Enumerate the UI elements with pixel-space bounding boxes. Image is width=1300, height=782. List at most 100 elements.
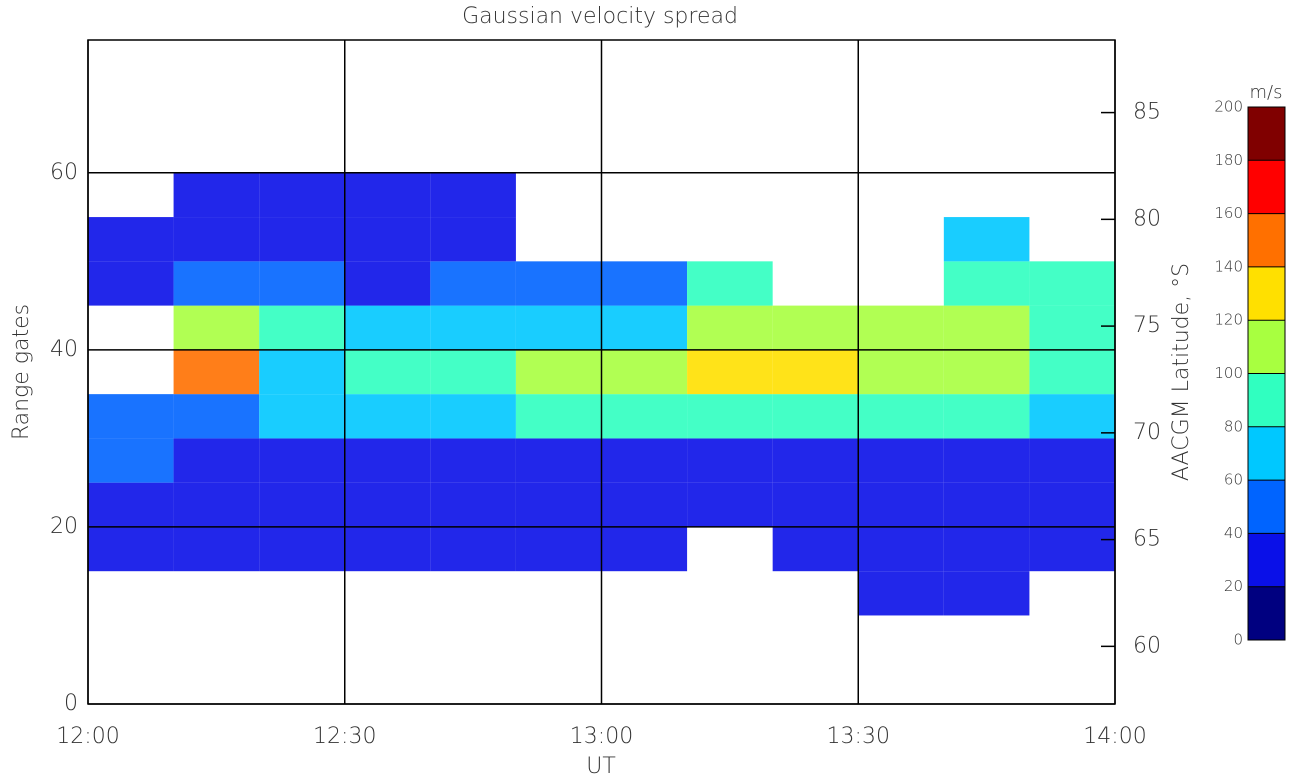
colorbar-tick-label: 80 bbox=[1224, 417, 1243, 435]
heatmap-cell bbox=[858, 394, 944, 439]
colorbar-tick-label: 0 bbox=[1233, 631, 1243, 649]
heatmap-cell bbox=[515, 482, 602, 527]
heatmap-cell bbox=[772, 305, 859, 350]
heatmap-cell bbox=[601, 349, 688, 395]
heatmap-cell bbox=[1029, 526, 1115, 572]
x-tick-label: 12:30 bbox=[313, 724, 376, 749]
heatmap-cell bbox=[858, 305, 944, 350]
heatmap-cell bbox=[1029, 482, 1115, 527]
heatmap-cell bbox=[1029, 261, 1115, 306]
heatmap-cell bbox=[88, 482, 174, 527]
chart-title: Gaussian velocity spread bbox=[462, 4, 738, 29]
heatmap-cell bbox=[344, 172, 431, 218]
heatmap-cell bbox=[601, 394, 688, 439]
colorbar-swatch bbox=[1248, 586, 1285, 640]
heatmap-cell bbox=[515, 438, 602, 483]
heatmap-cell bbox=[515, 349, 602, 395]
heatmap-cell bbox=[430, 172, 516, 218]
heatmap-cell bbox=[430, 394, 516, 439]
colorbar-tick-label: 180 bbox=[1214, 151, 1243, 169]
y-tick-label: 60 bbox=[50, 160, 78, 185]
heatmap-cell bbox=[687, 305, 773, 350]
heatmap-cell bbox=[943, 394, 1030, 439]
heatmap-cell bbox=[173, 482, 260, 527]
heatmap-cell bbox=[259, 261, 345, 306]
heatmap-cell bbox=[687, 349, 773, 395]
heatmap-cell bbox=[173, 217, 260, 262]
heatmap-cell bbox=[88, 438, 174, 483]
colorbar-tick-label: 160 bbox=[1214, 204, 1243, 222]
heatmap-cell bbox=[772, 349, 859, 395]
y2-tick-label: 70 bbox=[1133, 420, 1161, 445]
colorbar-swatch bbox=[1248, 266, 1285, 321]
colorbar-tick-label: 140 bbox=[1214, 257, 1243, 275]
heatmap-cell bbox=[601, 261, 688, 306]
heatmap-cell bbox=[173, 261, 260, 306]
heatmap-cell bbox=[601, 526, 688, 572]
heatmap-cell bbox=[173, 172, 260, 218]
colorbar-swatch bbox=[1248, 160, 1285, 214]
heatmap-cell bbox=[259, 349, 345, 395]
heatmap-cell bbox=[259, 305, 345, 350]
heatmap-cell bbox=[601, 482, 688, 527]
colorbar-swatch bbox=[1248, 213, 1285, 267]
y2-tick-label: 65 bbox=[1133, 527, 1161, 552]
heatmap-cell bbox=[858, 349, 944, 395]
heatmap-cell bbox=[515, 394, 602, 439]
heatmap-cell bbox=[772, 526, 859, 572]
y2-tick-label: 85 bbox=[1133, 100, 1161, 125]
colorbar-tick-label: 120 bbox=[1214, 311, 1243, 329]
heatmap-cell bbox=[943, 526, 1030, 572]
heatmap-cell bbox=[943, 349, 1030, 395]
heatmap-cell bbox=[943, 438, 1030, 483]
heatmap-cell bbox=[430, 305, 516, 350]
colorbar-swatch bbox=[1248, 480, 1285, 534]
colorbar-label: m/s bbox=[1250, 82, 1283, 103]
x-tick-label: 14:00 bbox=[1083, 724, 1146, 749]
colorbar-tick-label: 100 bbox=[1214, 364, 1243, 382]
heatmap-cell bbox=[858, 482, 944, 527]
heatmap-cell bbox=[88, 217, 174, 262]
heatmap-cell bbox=[687, 261, 773, 306]
heatmap-cell bbox=[344, 482, 431, 527]
heatmap-cell bbox=[344, 261, 431, 306]
colorbar-swatch bbox=[1248, 320, 1285, 374]
heatmap-cell bbox=[259, 438, 345, 483]
y-tick-label: 0 bbox=[64, 691, 78, 716]
heatmap-cell bbox=[687, 482, 773, 527]
heatmap-cell bbox=[88, 261, 174, 306]
heatmap-cell bbox=[1029, 394, 1115, 439]
heatmap-cell bbox=[1029, 438, 1115, 483]
heatmap-cell bbox=[601, 305, 688, 350]
heatmap-cell bbox=[772, 394, 859, 439]
y-tick-label: 40 bbox=[50, 337, 78, 362]
colorbar-swatch bbox=[1248, 373, 1285, 427]
heatmap-cell bbox=[344, 438, 431, 483]
x-tick-label: 13:30 bbox=[827, 724, 890, 749]
heatmap-cell bbox=[173, 438, 260, 483]
heatmap-cell bbox=[344, 305, 431, 350]
y-tick-label: 20 bbox=[50, 514, 78, 539]
heatmap-cell bbox=[259, 172, 345, 218]
x-tick-label: 13:00 bbox=[570, 724, 633, 749]
heatmap-cell bbox=[943, 571, 1030, 616]
heatmap-cell bbox=[687, 438, 773, 483]
heatmap-cell bbox=[344, 394, 431, 439]
heatmap-cell bbox=[88, 526, 174, 572]
heatmap-cell bbox=[344, 217, 431, 262]
heatmap-cell bbox=[430, 438, 516, 483]
heatmap-cell bbox=[943, 305, 1030, 350]
heatmap-cell bbox=[430, 349, 516, 395]
colorbar-swatch bbox=[1248, 426, 1285, 481]
heatmap-cell bbox=[173, 526, 260, 572]
heatmap-cell bbox=[858, 526, 944, 572]
heatmap-cell bbox=[173, 305, 260, 350]
heatmap-cell bbox=[1029, 305, 1115, 350]
heatmap-cell bbox=[430, 261, 516, 306]
heatmap-cell bbox=[344, 349, 431, 395]
heatmap-cell bbox=[173, 394, 260, 439]
heatmap-cell bbox=[430, 526, 516, 572]
x-axis-label: UT bbox=[586, 754, 616, 779]
y2-axis-label: AACGM Latitude, °S bbox=[1169, 263, 1194, 481]
